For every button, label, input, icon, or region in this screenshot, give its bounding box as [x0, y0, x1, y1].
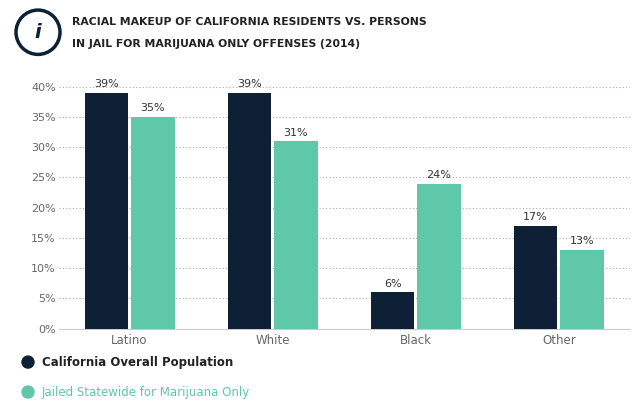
- Bar: [371, 292, 415, 329]
- Text: California Overall Population: California Overall Population: [42, 356, 234, 369]
- Text: 31%: 31%: [283, 128, 308, 138]
- Text: 39%: 39%: [94, 79, 119, 89]
- Bar: [131, 117, 175, 329]
- Text: RACIAL MAKEUP OF CALIFORNIA RESIDENTS VS. PERSONS: RACIAL MAKEUP OF CALIFORNIA RESIDENTS VS…: [72, 17, 427, 27]
- Text: IN JAIL FOR MARIJUANA ONLY OFFENSES (2014): IN JAIL FOR MARIJUANA ONLY OFFENSES (201…: [72, 40, 360, 50]
- Text: 39%: 39%: [237, 79, 262, 89]
- Bar: [417, 183, 461, 329]
- Text: 24%: 24%: [426, 170, 451, 180]
- Text: 13%: 13%: [570, 236, 595, 246]
- Text: i: i: [34, 23, 41, 42]
- Bar: [85, 93, 128, 329]
- Bar: [274, 141, 318, 329]
- Text: 17%: 17%: [523, 212, 548, 222]
- Circle shape: [22, 356, 34, 368]
- Text: Jailed Statewide for Marijuana Only: Jailed Statewide for Marijuana Only: [42, 386, 250, 399]
- Bar: [514, 226, 558, 329]
- Bar: [228, 93, 271, 329]
- Circle shape: [22, 386, 34, 398]
- Text: 6%: 6%: [384, 279, 401, 289]
- Bar: [560, 250, 604, 329]
- Text: 35%: 35%: [140, 104, 165, 114]
